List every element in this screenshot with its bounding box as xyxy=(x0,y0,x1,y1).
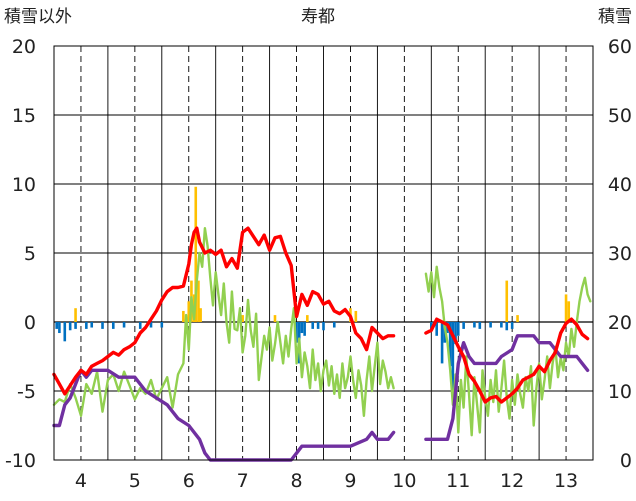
negative-bar xyxy=(58,322,61,334)
negative-bar xyxy=(74,322,77,329)
negative-bar xyxy=(85,322,88,329)
negative-bar xyxy=(473,322,476,328)
right-tick-label: 20 xyxy=(608,312,632,334)
left-tick-label: -10 xyxy=(5,450,36,472)
precip-bar xyxy=(505,280,509,322)
precip-bar xyxy=(197,280,200,322)
precip-bar xyxy=(564,294,568,322)
negative-bar xyxy=(451,322,455,394)
x-tick-label: 12 xyxy=(500,470,524,492)
left-tick-label: 20 xyxy=(12,36,36,58)
negative-bar xyxy=(63,322,67,342)
x-tick-label: 6 xyxy=(183,470,195,492)
plot-frame xyxy=(53,45,594,461)
negative-bar xyxy=(478,322,482,329)
negative-bar xyxy=(122,322,126,328)
temperature-line xyxy=(52,226,590,404)
precip-bar xyxy=(74,308,77,322)
line-series xyxy=(52,226,592,462)
negative-bar xyxy=(489,322,492,328)
right-tick-label: 0 xyxy=(620,450,632,472)
left-axis-title: 積雪以外 xyxy=(4,7,72,27)
snow_depth-line xyxy=(52,334,590,462)
x-tick-label: 11 xyxy=(446,470,470,492)
negative-bar xyxy=(510,322,514,329)
negative-bar xyxy=(300,322,304,334)
negative-bar xyxy=(68,322,72,331)
precip-bar xyxy=(273,315,277,322)
precip-bar xyxy=(182,310,185,322)
negative-bar xyxy=(101,322,104,329)
negative-bar xyxy=(456,322,460,336)
x-tick-label: 8 xyxy=(291,470,303,492)
right-tick-label: 40 xyxy=(608,174,632,196)
left-tick-label: 0 xyxy=(24,312,36,334)
negative-bar xyxy=(160,322,164,328)
precip-bar xyxy=(516,315,519,322)
left-tick-label: 15 xyxy=(12,105,36,127)
right-tick-label: 30 xyxy=(608,243,632,265)
negative-bar xyxy=(295,322,298,343)
negative-bar xyxy=(322,322,325,331)
negative-bar xyxy=(149,322,153,328)
left-tick-label: 5 xyxy=(24,243,36,265)
left-tick-label: -5 xyxy=(17,381,36,403)
precip-bar xyxy=(194,186,198,322)
negative-bar xyxy=(435,322,438,336)
negative-bar xyxy=(448,322,452,367)
negative-bar xyxy=(440,322,444,364)
negative-bar xyxy=(311,322,315,329)
precip-bar xyxy=(567,301,571,322)
x-tick-label: 5 xyxy=(129,470,141,492)
precip-bar xyxy=(354,310,358,322)
precip-bar xyxy=(241,315,244,322)
right-axis-title: 積雪 xyxy=(598,7,632,27)
precip-bar xyxy=(199,308,202,322)
negative-bar xyxy=(430,322,433,331)
negative-bar xyxy=(500,322,503,328)
negative-bar xyxy=(454,322,457,345)
negative-bar xyxy=(111,322,115,329)
left-tick-label: 10 xyxy=(12,174,36,196)
x-tick-label: 4 xyxy=(75,470,87,492)
chart-title: 寿都 xyxy=(301,7,335,27)
negative-bar xyxy=(462,322,465,329)
right-tick-label: 60 xyxy=(608,36,632,58)
negative-bar xyxy=(303,322,306,336)
right-tick-label: 10 xyxy=(608,381,632,403)
precip-bar xyxy=(306,315,309,322)
negative-bar xyxy=(55,322,58,329)
negative-bar xyxy=(316,322,320,329)
precip-bar xyxy=(187,301,191,322)
negative-bar xyxy=(138,322,142,329)
x-tick-label: 10 xyxy=(392,470,416,492)
x-tick-label: 13 xyxy=(554,470,578,492)
x-tick-label: 7 xyxy=(237,470,249,492)
right-tick-label: 50 xyxy=(608,105,632,127)
x-tick-label: 9 xyxy=(344,470,356,492)
negative-bar xyxy=(505,322,509,331)
grid-lines xyxy=(54,46,593,460)
negative-bar xyxy=(90,322,94,328)
bar-series xyxy=(55,186,571,394)
negative-bar xyxy=(332,322,336,328)
